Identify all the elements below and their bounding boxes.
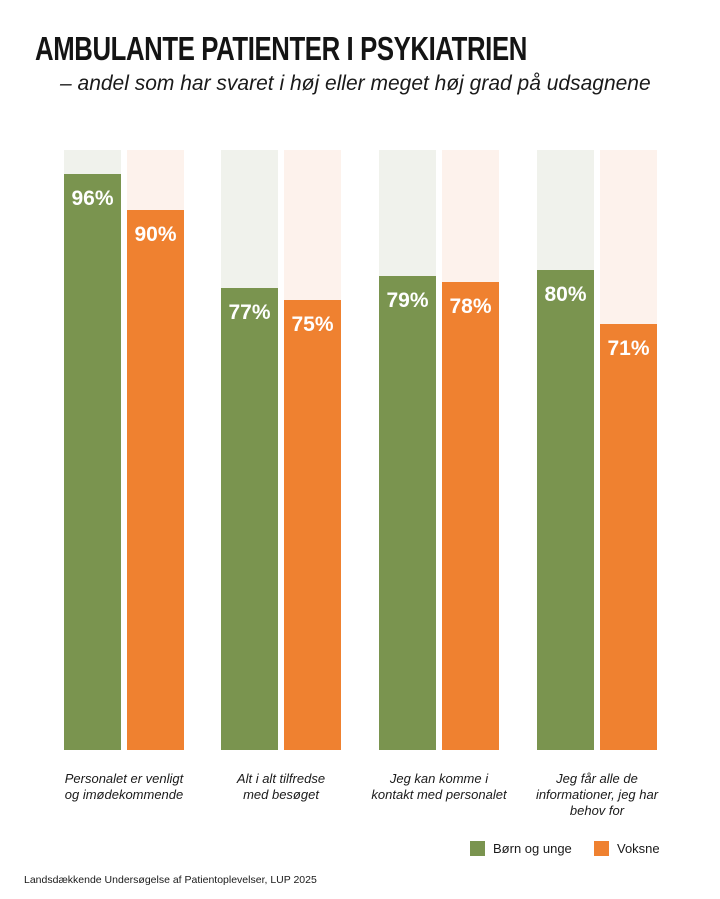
category-label-line: Alt i alt tilfredse (236, 771, 326, 786)
category-label-line: og imødekommende (64, 787, 184, 802)
category-label-line: Jeg kan komme i (389, 771, 489, 786)
bar (537, 270, 594, 750)
category-label-line: Personalet er venligt (64, 771, 184, 786)
category-label: Jeg kan komme i kontakt med personalet (354, 771, 524, 803)
bar (379, 276, 436, 750)
category-label-line: kontakt med personalet (371, 787, 507, 802)
data-label: 77% (228, 301, 270, 324)
data-label: 71% (607, 337, 649, 360)
legend-item-adults: Voksne (594, 841, 660, 856)
bar (284, 300, 341, 750)
legend-swatch-children (470, 841, 485, 856)
category-label-line: Jeg får alle de (556, 771, 638, 786)
source-note: Landsdækkende Undersøgelse af Patientopl… (24, 874, 317, 886)
bar (127, 210, 184, 750)
category-label: Personalet er venligt og imødekommende (39, 771, 209, 803)
bar (600, 324, 657, 750)
legend-label-adults: Voksne (617, 841, 660, 856)
category-label: Alt i alt tilfredse med besøget (196, 771, 366, 803)
data-label: 78% (449, 295, 491, 318)
data-label: 90% (134, 223, 176, 246)
category-label-line: med besøget (243, 787, 319, 802)
legend-swatch-adults (594, 841, 609, 856)
chart-subtitle: – andel som har svaret i høj eller meget… (60, 72, 651, 95)
bar (64, 174, 121, 750)
chart-title: AMBULANTE PATIENTER I PSYKIATRIEN (35, 30, 527, 67)
data-label: 96% (71, 187, 113, 210)
legend-item-children: Børn og unge (470, 841, 572, 856)
data-label: 75% (291, 313, 333, 336)
legend-label-children: Børn og unge (493, 841, 572, 856)
category-label-line: behov for (569, 803, 625, 818)
category-label: Jeg får alle de informationer, jeg har beh… (512, 771, 682, 819)
bar (221, 288, 278, 750)
category-label-line: informationer, jeg har (535, 787, 659, 802)
data-label: 80% (544, 283, 586, 306)
bar (442, 282, 499, 750)
data-label: 79% (386, 289, 428, 312)
